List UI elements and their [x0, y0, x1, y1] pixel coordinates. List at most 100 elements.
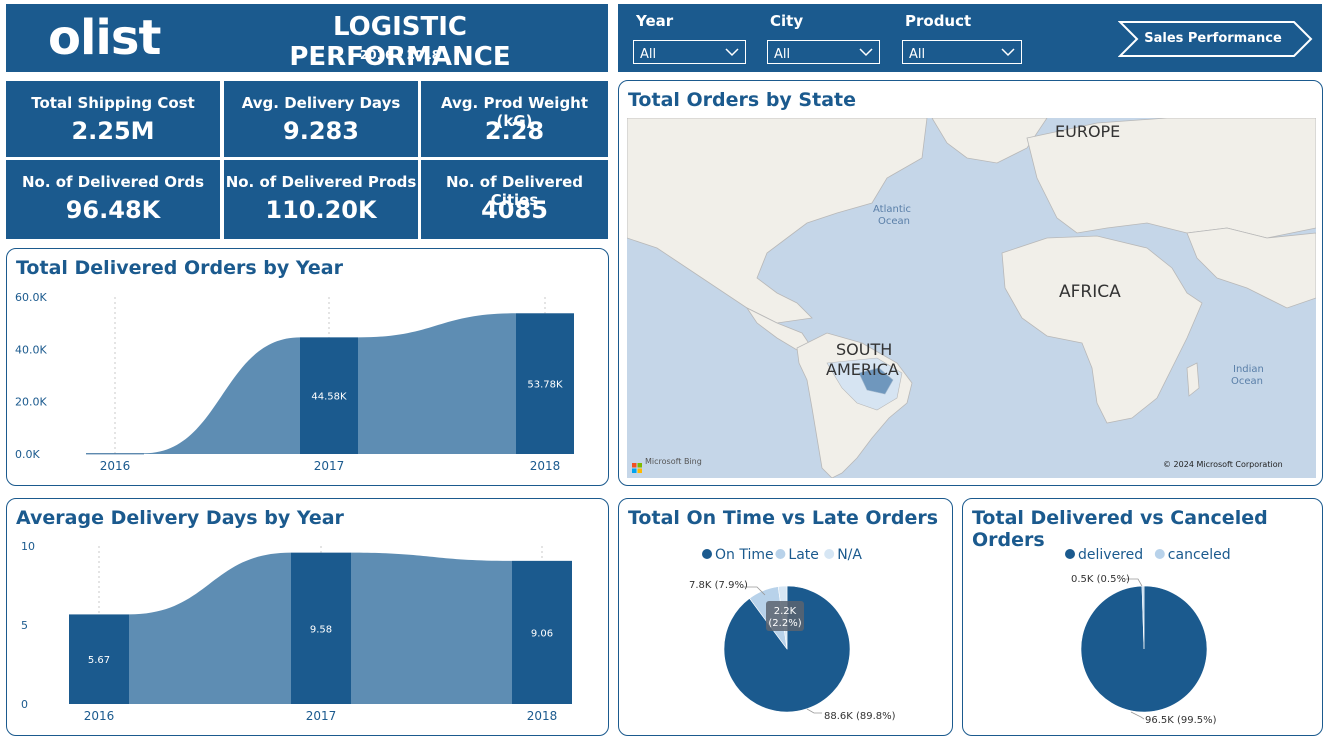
delivered-orders-chart: 0.0K 20.0K 40.0K 60.0K 2016 44.58K 2017 53.78K 2… [15, 291, 574, 473]
product-filter-label: Product [905, 12, 972, 30]
map-label-atlantic-ocean: Ocean [878, 216, 910, 227]
y-tick-label: 20.0K [15, 396, 47, 409]
map-label-europe: EUROPE [1055, 122, 1121, 141]
sales-performance-label: Sales Performance [1144, 31, 1282, 46]
city-filter-value: All [774, 47, 791, 62]
chart-title: Total Delivered vs Canceled Orders [972, 507, 1268, 551]
bar [69, 614, 129, 704]
y-tick-label: 40.0K [15, 343, 47, 356]
city-filter-select[interactable]: All [767, 40, 880, 64]
pie-slice [1141, 585, 1145, 650]
delivered-vs-canceled-pie: delivered canceled 96.5K (99.5%) 0.5K (0.5%… [1065, 547, 1231, 726]
y-tick-label: 5 [21, 619, 28, 632]
year-filter-value: All [640, 47, 657, 62]
x-tick-label: 2016 [84, 709, 115, 723]
x-tick-label: 2017 [314, 459, 345, 473]
kpi-value: 96.48K [65, 196, 161, 224]
ribbon-band [144, 337, 300, 454]
leader-line [743, 586, 766, 596]
kpi-value: 9.283 [283, 117, 359, 145]
chart-title: Total On Time vs Late Orders [628, 507, 939, 529]
y-tick-label: 10 [21, 540, 35, 553]
bar [512, 560, 572, 704]
data-label: 44.58K [311, 392, 347, 403]
legend-label: delivered [1078, 547, 1143, 563]
data-label: 96.5K (99.5%) [1145, 715, 1217, 726]
microsoft-icon [632, 458, 642, 477]
kpi-label: Total Shipping Cost [31, 94, 195, 112]
arrow-shape-icon [1118, 21, 1313, 57]
kpi-label: No. of Delivered Cities [446, 173, 583, 209]
kpi-value: 2.25M [71, 117, 155, 145]
olist-logo: olist [48, 10, 161, 66]
x-tick-label: 2018 [527, 709, 558, 723]
data-label: 9.58 [310, 624, 332, 635]
x-tick-label: 2018 [530, 459, 561, 473]
chart-title: Total Delivered Orders by Year [16, 257, 343, 279]
kpi-label: Avg. Delivery Days [241, 94, 401, 112]
map-label-indian-ocean: Ocean [1231, 376, 1263, 387]
data-label: 0.5K (0.5%) [1071, 574, 1130, 585]
sales-performance-button[interactable]: Sales Performance [1118, 20, 1314, 58]
data-label: (2.2%) [768, 618, 801, 629]
ribbon-band [129, 552, 291, 704]
map-brand: Microsoft Bing [645, 457, 702, 466]
map-label-atlantic: Atlantic [873, 204, 912, 215]
y-tick-label: 0.0K [15, 448, 40, 461]
legend-label: On Time [715, 547, 774, 563]
bar [300, 337, 358, 454]
kpi-total-shipping-cost: Total Shipping Cost 2.25M [6, 81, 220, 157]
ontime-vs-late-card: Total On Time vs Late Orders On Time Late… [618, 498, 953, 736]
legend-label: canceled [1168, 547, 1231, 563]
avg-delivery-days-chart-card: Average Delivery Days by Year 0 5 10 5.67 20… [6, 498, 609, 736]
data-label: 2.2K [774, 606, 797, 617]
legend-marker [1154, 549, 1165, 559]
delivered-vs-canceled-card: Total Delivered vs Canceled Orders deliv… [962, 498, 1323, 736]
legend-marker [775, 549, 786, 559]
x-tick-label: 2017 [306, 709, 337, 723]
kpi-delivered-cities: No. of Delivered Cities 4085 [421, 160, 608, 239]
ontime-vs-late-pie: On Time Late N/A 88.6K (89.8%) 7.8K (7.9%) 2.… [689, 547, 896, 722]
world-map[interactable]: EUROPE AFRICA SOUTH AMERICA Atlantic Oce… [627, 118, 1316, 478]
avg-delivery-days-chart: 0 5 10 5.67 2016 9.58 2017 9.06 2018 [21, 540, 572, 723]
map-label-america: AMERICA [826, 360, 899, 379]
map-label-indian: Indian [1233, 364, 1264, 375]
map-landmass [627, 118, 1316, 478]
legend-label: Late [788, 547, 818, 563]
ribbon-band [351, 552, 512, 704]
legend-label: N/A [837, 547, 862, 563]
data-label: 53.78K [527, 380, 563, 391]
data-label: 5.67 [88, 655, 110, 666]
leader-line [806, 708, 822, 714]
page-title: LOGISTIC PERFORMANCE [289, 12, 511, 72]
kpi-label: No. of Delivered Prods [225, 173, 417, 191]
delivered-orders-chart-card: Total Delivered Orders by Year 0.0K 20.0K… [6, 248, 609, 486]
year-filter-label: Year [636, 12, 674, 30]
leader-line [1126, 578, 1143, 587]
year-filter-select[interactable]: All [633, 40, 746, 64]
kpi-delivered-orders: No. of Delivered Ords 96.48K [6, 160, 220, 239]
kpi-value: 110.20K [265, 196, 377, 224]
map-title: Total Orders by State [628, 89, 856, 111]
chevron-down-icon [725, 48, 739, 57]
product-filter-select[interactable]: All [902, 40, 1022, 64]
bar [516, 313, 574, 454]
map-label-south: SOUTH [836, 340, 893, 359]
y-tick-label: 0 [21, 698, 28, 711]
chart-title: Average Delivery Days by Year [16, 507, 344, 529]
ribbon-band [358, 313, 516, 454]
city-filter-label: City [770, 12, 804, 30]
bar [86, 453, 144, 455]
data-label: 88.6K (89.8%) [824, 711, 896, 722]
map-label-africa: AFRICA [1059, 282, 1121, 302]
product-filter-value: All [909, 47, 926, 62]
legend-marker [702, 549, 712, 559]
kpi-label: No. of Delivered Ords [21, 173, 205, 191]
legend-marker [1065, 549, 1075, 559]
kpi-avg-delivery-days: Avg. Delivery Days 9.283 [224, 81, 418, 157]
tooltip-box [766, 601, 804, 631]
data-label: 9.06 [531, 628, 553, 639]
leader-line [1130, 711, 1145, 720]
kpi-label: Avg. Prod Weight (kG) [440, 94, 589, 130]
chevron-down-icon [859, 48, 873, 57]
